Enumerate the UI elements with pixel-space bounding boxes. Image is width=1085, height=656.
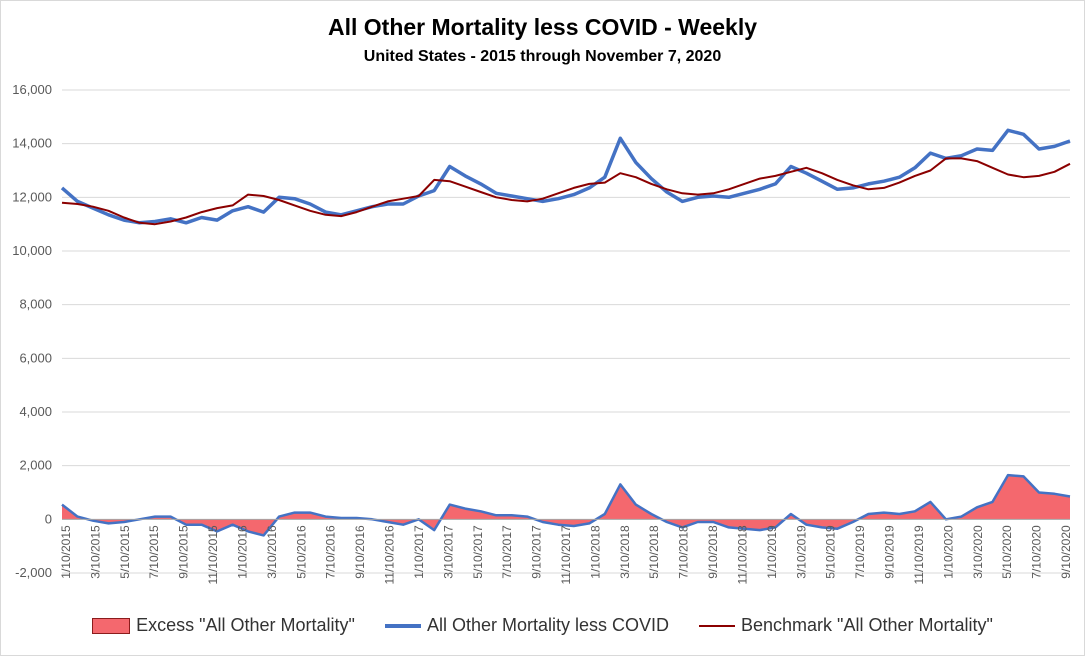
- x-tick-label: 5/10/2015: [118, 525, 132, 579]
- x-tick-label: 7/10/2018: [677, 525, 691, 579]
- x-tick-label: 1/10/2020: [941, 525, 955, 579]
- x-tick-label: 7/10/2019: [853, 525, 867, 579]
- chart-subtitle: United States - 2015 through November 7,…: [363, 48, 722, 65]
- x-tick-label: 7/10/2015: [147, 525, 161, 579]
- x-tick-label: 11/10/2019: [912, 525, 926, 584]
- y-tick-label: -2,000: [15, 565, 52, 580]
- legend-label-actual: All Other Mortality less COVID: [426, 615, 670, 635]
- x-tick-label: 9/10/2017: [530, 525, 544, 579]
- x-tick-label: 7/10/2016: [324, 525, 338, 579]
- legend-swatch-actual: [384, 623, 421, 628]
- x-tick-label: 11/10/2017: [559, 525, 573, 584]
- x-tick-label: 9/10/2015: [177, 525, 191, 579]
- x-tick-label: 5/10/2019: [824, 525, 838, 579]
- y-tick-label: 6,000: [19, 350, 52, 365]
- x-tick-label: 3/10/2018: [618, 525, 632, 579]
- y-tick-label: 14,000: [12, 136, 52, 151]
- series-line-benchmark: [61, 157, 1071, 226]
- x-tick-label: 1/10/2016: [236, 525, 250, 579]
- y-tick-label: 0: [45, 511, 52, 526]
- x-tick-label: 3/10/2017: [441, 525, 455, 579]
- x-tick-label: 3/10/2016: [265, 525, 279, 579]
- y-tick-label: 12,000: [12, 189, 52, 204]
- x-tick-label: 7/10/2017: [500, 525, 514, 579]
- x-tick-label: 1/10/2019: [765, 525, 779, 579]
- excess-outline-line: [61, 473, 1071, 537]
- y-tick-label: 4,000: [19, 404, 52, 419]
- x-tick-label: 11/10/2018: [736, 525, 750, 584]
- x-tick-label: 11/10/2015: [206, 525, 220, 584]
- legend-item-actual: All Other Mortality less COVID: [384, 615, 670, 636]
- legend-label-excess: Excess "All Other Mortality": [136, 615, 355, 635]
- legend-swatch-benchmark: [699, 624, 736, 627]
- legend-label-benchmark: Benchmark "All Other Mortality": [741, 615, 993, 635]
- y-tick-label: 10,000: [12, 243, 52, 258]
- x-tick-label: 11/10/2016: [383, 525, 397, 584]
- x-tick-label: 1/10/2015: [59, 525, 73, 579]
- x-tick-label: 1/10/2017: [412, 525, 426, 579]
- legend-item-excess: Excess "All Other Mortality": [92, 615, 355, 636]
- x-tick-label: 5/10/2018: [647, 525, 661, 579]
- excess-area: [62, 475, 1070, 536]
- x-tick-label: 9/10/2020: [1059, 525, 1073, 579]
- legend-swatch-excess: [92, 617, 131, 634]
- chart-legend: Excess "All Other Mortality" All Other M…: [0, 615, 1085, 636]
- x-tick-label: 5/10/2016: [294, 525, 308, 579]
- x-tick-label: 3/10/2019: [794, 525, 808, 579]
- y-tick-label: 2,000: [19, 458, 52, 473]
- y-tick-label: 8,000: [19, 297, 52, 312]
- x-tick-label: 9/10/2018: [706, 525, 720, 579]
- chart-title: All Other Mortality less COVID - Weekly: [327, 14, 758, 40]
- x-tick-label: 3/10/2015: [88, 525, 102, 579]
- x-tick-label: 7/10/2020: [1030, 525, 1044, 579]
- series-line-actual: [60, 128, 1071, 225]
- legend-item-benchmark: Benchmark "All Other Mortality": [699, 615, 993, 636]
- x-tick-label: 5/10/2020: [1000, 525, 1014, 579]
- x-tick-label: 5/10/2017: [471, 525, 485, 579]
- x-tick-label: 3/10/2020: [971, 525, 985, 579]
- y-tick-label: 16,000: [12, 82, 52, 97]
- x-tick-label: 9/10/2019: [883, 525, 897, 579]
- x-tick-label: 1/10/2018: [588, 525, 602, 579]
- x-tick-label: 9/10/2016: [353, 525, 367, 579]
